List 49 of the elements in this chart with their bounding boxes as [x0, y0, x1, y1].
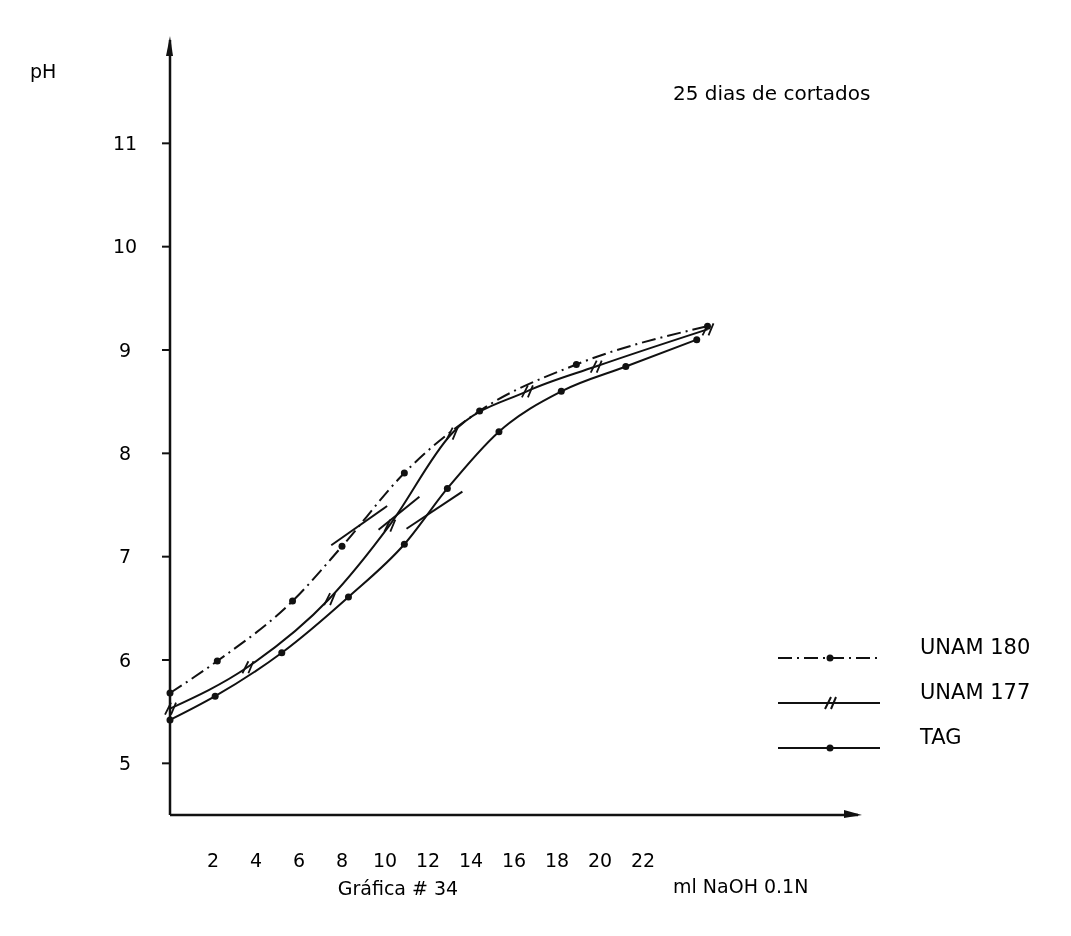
legend-label: UNAM 177 [920, 680, 1031, 704]
x-tick-label: 4 [249, 849, 263, 871]
point [211, 692, 219, 700]
y-axis-title: pH [30, 60, 57, 82]
text: 25 dias de cortados [673, 81, 871, 105]
point [400, 540, 408, 548]
point [278, 649, 286, 657]
x-tick-label: 10 [372, 849, 398, 871]
y-tick-label: 11 [112, 131, 138, 154]
point [166, 716, 174, 724]
x-tick-label: 20 [587, 849, 613, 871]
y-tick-label: 8 [118, 441, 132, 464]
point [289, 597, 297, 605]
y-tick-label: 6 [118, 648, 132, 671]
point [383, 518, 397, 533]
point [443, 484, 451, 492]
y-tick-label: 10 [112, 235, 138, 258]
y-tick-label: 9 [118, 338, 132, 361]
point [338, 542, 346, 550]
point [241, 660, 255, 675]
x-tick-label: 12 [415, 849, 441, 871]
point [521, 384, 534, 399]
point [323, 592, 336, 606]
legend-label: TAG [919, 725, 962, 749]
x-tick-label: 22 [630, 849, 656, 871]
point [344, 593, 352, 601]
point [166, 689, 174, 697]
point [622, 363, 630, 371]
legend-label: UNAM 180 [920, 635, 1031, 659]
x-tick-label: 6 [292, 849, 306, 871]
x-tick-label: 2 [206, 849, 220, 871]
point [213, 657, 221, 665]
point [164, 701, 177, 716]
x-tick-label: 16 [501, 849, 527, 871]
x-tick-label: 14 [458, 849, 484, 871]
point [701, 322, 715, 337]
point [495, 428, 503, 436]
x-tick-label: 8 [335, 849, 349, 871]
point [693, 336, 701, 344]
point [557, 387, 565, 395]
y-tick-label: 5 [118, 751, 132, 774]
x-axis-title: ml NaOH 0.1N [673, 875, 809, 897]
point [445, 426, 459, 441]
text: Gráfica # 34 [337, 877, 459, 899]
point [572, 360, 580, 368]
x-tick-label: 18 [544, 849, 570, 871]
point [589, 359, 603, 374]
y-tick-label: 7 [118, 545, 132, 568]
point [400, 469, 408, 477]
